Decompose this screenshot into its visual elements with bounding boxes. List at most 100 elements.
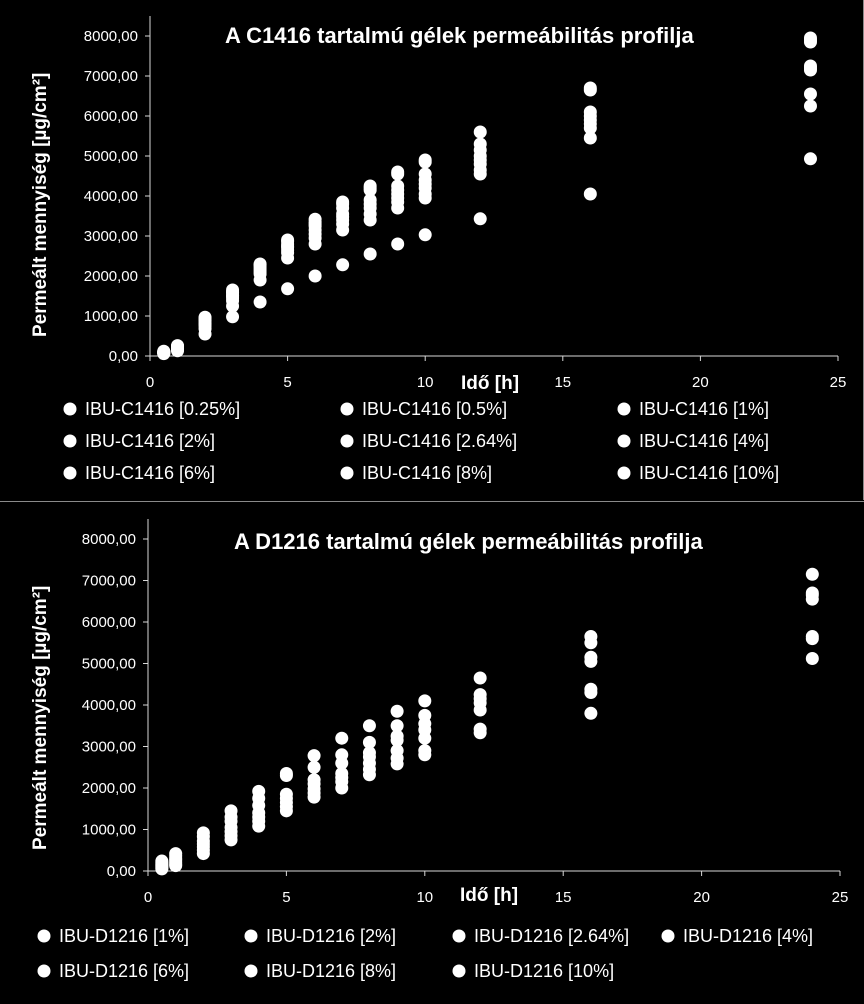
c1416-chart-svg: Idő [h] Permeált mennyiség [µg/cm²] A C1… xyxy=(30,16,847,483)
legend-marker xyxy=(661,929,675,943)
data-point xyxy=(805,652,819,666)
data-point xyxy=(583,105,597,119)
data-point xyxy=(390,729,404,743)
data-point xyxy=(390,719,404,733)
y-tick-label: 6000,00 xyxy=(84,108,138,125)
y-tick-label: 6000,00 xyxy=(82,614,136,631)
data-point xyxy=(157,346,171,360)
series xyxy=(157,63,817,359)
data-point xyxy=(583,81,597,95)
data-point xyxy=(226,310,240,324)
x-tick-label: 20 xyxy=(692,374,709,391)
legend-label: IBU-D1216 [2%] xyxy=(266,926,396,946)
data-point xyxy=(363,247,377,261)
data-point xyxy=(583,187,597,201)
series xyxy=(155,652,819,876)
legend-label: IBU-C1416 [0.5%] xyxy=(362,399,507,419)
data-point xyxy=(390,744,404,758)
y-tick-label: 1000,00 xyxy=(82,822,136,839)
data-point xyxy=(803,99,817,113)
series xyxy=(157,31,817,359)
data-point xyxy=(584,630,598,644)
data-point xyxy=(584,682,598,696)
data-point xyxy=(279,787,293,801)
y-tick-label: 1000,00 xyxy=(84,308,138,325)
d1216-chart-svg: Idő [h] Permeált mennyiség [µg/cm²] A D1… xyxy=(30,519,848,981)
data-point xyxy=(803,152,817,166)
data-point xyxy=(805,567,819,581)
legend: IBU-D1216 [1%] IBU-D1216 [2%] IBU-D1216 [2… xyxy=(37,926,813,981)
data-point xyxy=(171,341,185,355)
data-point xyxy=(805,630,819,644)
legend-marker xyxy=(63,466,77,480)
data-point xyxy=(418,167,432,181)
y-tick-label: 4000,00 xyxy=(82,697,136,714)
data-point xyxy=(281,239,295,253)
data-point xyxy=(252,784,266,798)
y-tick-label: 3000,00 xyxy=(84,228,138,245)
series xyxy=(155,630,819,873)
y-tick-label: 3000,00 xyxy=(82,739,136,756)
y-tick-label: 7000,00 xyxy=(84,68,138,85)
x-tick-label: 5 xyxy=(282,889,290,906)
legend-marker xyxy=(617,434,631,448)
legend: IBU-C1416 [0.25%] IBU-C1416 [0.5%] IBU-C14… xyxy=(63,399,779,483)
legend-label: IBU-C1416 [1%] xyxy=(639,399,769,419)
data-point xyxy=(198,317,212,331)
data-point xyxy=(224,804,238,818)
data-point xyxy=(418,694,432,708)
data-point xyxy=(362,719,376,733)
y-axis-label: Permeált mennyiség [µg/cm²] xyxy=(30,73,51,337)
legend-label: IBU-D1216 [4%] xyxy=(683,926,813,946)
legend-marker xyxy=(452,929,466,943)
data-point xyxy=(253,263,267,277)
data-point xyxy=(363,181,377,195)
x-tick-label: 15 xyxy=(555,889,572,906)
data-points xyxy=(155,567,819,876)
data-point xyxy=(473,212,487,226)
data-point xyxy=(169,847,183,861)
x-tick-label: 15 xyxy=(554,374,571,391)
data-point xyxy=(803,33,817,47)
data-point xyxy=(803,59,817,73)
legend-marker xyxy=(340,434,354,448)
y-tick-label: 5000,00 xyxy=(82,656,136,673)
legend-marker xyxy=(63,402,77,416)
legend-label: IBU-D1216 [8%] xyxy=(266,961,396,981)
data-point xyxy=(279,766,293,780)
data-point xyxy=(390,704,404,718)
data-point xyxy=(473,671,487,685)
y-tick-label: 0,00 xyxy=(109,348,138,365)
legend-marker xyxy=(617,402,631,416)
x-tick-label: 0 xyxy=(146,374,154,391)
data-point xyxy=(335,731,349,745)
series xyxy=(157,87,817,360)
data-point xyxy=(335,748,349,762)
y-tick-label: 2000,00 xyxy=(82,780,136,797)
data-point xyxy=(418,744,432,758)
data-points xyxy=(157,31,817,361)
chart-title: A C1416 tartalmú gélek permeábilitás pro… xyxy=(225,23,694,48)
data-point xyxy=(363,193,377,207)
data-point xyxy=(584,706,598,720)
data-point xyxy=(308,269,322,283)
data-point xyxy=(391,237,405,251)
legend-label: IBU-D1216 [6%] xyxy=(59,961,189,981)
data-point xyxy=(583,131,597,145)
data-point xyxy=(307,749,321,763)
legend-marker xyxy=(244,964,258,978)
data-point xyxy=(473,722,487,736)
x-axis-label: Idő [h] xyxy=(461,373,519,394)
legend-label: IBU-D1216 [2.64%] xyxy=(474,926,629,946)
legend-label: IBU-C1416 [8%] xyxy=(362,463,492,483)
legend-label: IBU-C1416 [6%] xyxy=(85,463,215,483)
chart-panel-d1216: Idő [h] Permeált mennyiség [µg/cm²] A D1… xyxy=(0,505,864,1004)
y-tick-label: 8000,00 xyxy=(84,28,138,45)
legend-marker xyxy=(63,434,77,448)
chart-title: A D1216 tartalmú gélek permeábilitás pro… xyxy=(234,529,703,554)
data-point xyxy=(362,735,376,749)
legend-marker xyxy=(37,929,51,943)
data-point xyxy=(473,125,487,139)
x-tick-label: 25 xyxy=(830,374,847,391)
data-point xyxy=(805,586,819,600)
